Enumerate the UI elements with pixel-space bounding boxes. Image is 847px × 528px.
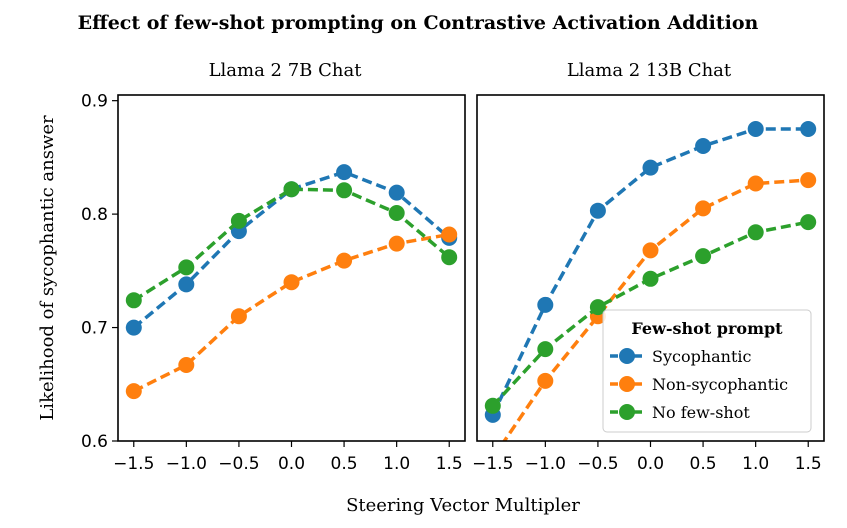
data-point bbox=[642, 270, 659, 287]
panel-llama2-13b: Llama 2 13B Chat −1.5 −1.0 −0.5 0.0 0.5 1.0 1.… bbox=[472, 60, 825, 474]
x-tick-label: −1.0 bbox=[166, 454, 207, 474]
data-point bbox=[642, 159, 659, 176]
data-point bbox=[537, 341, 554, 358]
data-point bbox=[388, 184, 405, 201]
data-point bbox=[441, 249, 458, 266]
series-non-sycophantic bbox=[502, 172, 817, 441]
data-point bbox=[283, 274, 300, 291]
series-no-few-shot bbox=[125, 181, 458, 309]
data-point bbox=[484, 397, 501, 414]
data-point bbox=[336, 164, 353, 181]
x-tick-label: 1.0 bbox=[742, 454, 769, 474]
x-tick-label: −1.5 bbox=[113, 454, 154, 474]
y-tick-label: 0.7 bbox=[81, 319, 108, 339]
data-point bbox=[388, 205, 405, 221]
data-point bbox=[537, 296, 554, 313]
panel-title-13b: Llama 2 13B Chat bbox=[567, 60, 732, 81]
data-point bbox=[125, 319, 142, 336]
axes-frame bbox=[117, 94, 466, 442]
legend-entry-non-sycophantic: Non-sycophantic bbox=[610, 375, 788, 394]
data-point bbox=[125, 383, 142, 400]
data-point bbox=[589, 299, 606, 316]
legend: Few-shot prompt Sycophantic Non-sycophan… bbox=[602, 309, 812, 433]
data-point bbox=[747, 175, 764, 192]
x-tick-label: 0.0 bbox=[637, 454, 664, 474]
data-point bbox=[800, 214, 817, 231]
data-point bbox=[125, 292, 142, 309]
data-point bbox=[695, 248, 712, 265]
y-tick-label: 0.8 bbox=[81, 205, 108, 225]
legend-label-non-sycophantic: Non-sycophantic bbox=[652, 375, 788, 394]
x-tick-label: 1.5 bbox=[795, 454, 822, 474]
series-no-few-shot bbox=[484, 214, 817, 414]
series-sycophantic bbox=[484, 121, 817, 423]
data-point bbox=[336, 182, 353, 199]
data-point bbox=[178, 276, 195, 293]
x-tick-label: 0.5 bbox=[690, 454, 717, 474]
y-tick-label: 0.9 bbox=[81, 92, 108, 112]
x-tick-label: −0.5 bbox=[218, 454, 259, 474]
legend-label-no-few-shot: No few-shot bbox=[652, 403, 750, 422]
data-point bbox=[695, 138, 712, 154]
y-tick-label: 0.6 bbox=[81, 432, 108, 452]
legend-label-sycophantic: Sycophantic bbox=[652, 347, 752, 366]
x-tick-label: 0.0 bbox=[278, 454, 305, 474]
y-axis-label: Likelihood of sycophantic answer bbox=[37, 115, 58, 421]
data-point bbox=[230, 308, 247, 325]
x-tick-label: −1.5 bbox=[472, 454, 513, 474]
panel-title-7b: Llama 2 7B Chat bbox=[209, 60, 363, 81]
series-non-sycophantic bbox=[125, 226, 458, 400]
data-point bbox=[589, 202, 606, 219]
data-point bbox=[537, 372, 554, 389]
x-tick-label: 1.5 bbox=[436, 454, 463, 474]
legend-title: Few-shot prompt bbox=[631, 319, 783, 338]
figure-title: Effect of few-shot prompting on Contrast… bbox=[78, 12, 759, 34]
panel-llama2-7b: Llama 2 7B Chat −1.5 −1.0 −0.5 0.0 0.5 1.0 1.5… bbox=[81, 60, 466, 474]
legend-entry-no-few-shot: No few-shot bbox=[610, 403, 750, 422]
data-point bbox=[336, 252, 353, 269]
legend-frame bbox=[602, 309, 812, 433]
data-point bbox=[178, 259, 195, 276]
x-tick-label: 1.0 bbox=[383, 454, 410, 474]
x-tick-label: −1.0 bbox=[525, 454, 566, 474]
x-tick-label: −0.5 bbox=[577, 454, 618, 474]
data-point bbox=[441, 226, 458, 243]
data-point bbox=[642, 242, 659, 259]
data-point bbox=[388, 235, 405, 252]
data-point bbox=[178, 357, 195, 373]
data-point bbox=[695, 200, 712, 217]
data-point bbox=[230, 212, 247, 229]
legend-entry-sycophantic: Sycophantic bbox=[610, 347, 752, 366]
x-tick-label: 0.5 bbox=[331, 454, 358, 474]
data-point bbox=[283, 181, 300, 198]
data-point bbox=[747, 224, 764, 241]
data-point bbox=[800, 172, 817, 189]
x-axis-label: Steering Vector Multipler bbox=[346, 495, 580, 516]
data-point bbox=[747, 121, 764, 137]
data-point bbox=[800, 121, 817, 137]
